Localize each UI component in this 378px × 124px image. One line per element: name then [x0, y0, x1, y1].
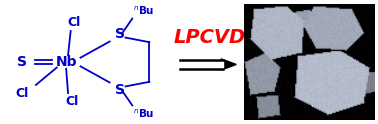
Text: Cl: Cl	[65, 95, 79, 108]
Text: Nb: Nb	[56, 55, 77, 69]
Text: S: S	[17, 55, 27, 69]
Text: $^n$Bu: $^n$Bu	[133, 107, 154, 120]
Text: Cl: Cl	[15, 87, 29, 100]
Text: S: S	[115, 27, 125, 41]
Polygon shape	[221, 59, 236, 70]
Text: $^n$Bu: $^n$Bu	[133, 4, 154, 17]
Text: LPCVD: LPCVD	[174, 28, 246, 47]
Text: Cl: Cl	[68, 16, 81, 29]
Text: S: S	[115, 83, 125, 97]
